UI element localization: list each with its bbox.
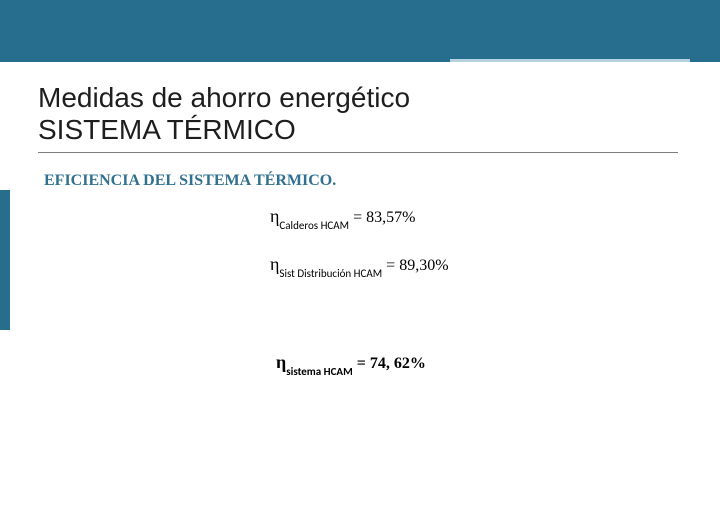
eta-subscript: sistema HCAM <box>286 365 352 378</box>
equation-calderos: ηCalderos HCAM = 83,57% <box>270 206 415 229</box>
eta-subscript: Calderos HCAM <box>279 219 349 232</box>
equals-value: = 83,57% <box>353 209 415 226</box>
left-accent-bar <box>0 190 10 330</box>
title-line-2: SISTEMA TÉRMICO <box>38 114 638 146</box>
slide-title: Medidas de ahorro energético SISTEMA TÉR… <box>38 82 638 153</box>
header-band <box>0 0 720 62</box>
equals-value: = 89,30% <box>386 257 448 274</box>
equals-value: = 74, 62% <box>357 355 426 372</box>
equation-sistema: ηsistema HCAM = 74, 62% <box>276 352 426 375</box>
eta-subscript: Sist Distribución HCAM <box>279 267 382 280</box>
equation-distribucion: ηSist Distribución HCAM = 89,30% <box>270 254 449 277</box>
eta-symbol: η <box>270 206 279 226</box>
header-accent <box>450 59 690 62</box>
eta-symbol: η <box>276 352 286 372</box>
title-rule <box>38 152 678 153</box>
section-subheading: EFICIENCIA DEL SISTEMA TÉRMICO. <box>44 172 336 190</box>
title-line-1: Medidas de ahorro energético <box>38 82 638 114</box>
eta-symbol: η <box>270 254 279 274</box>
